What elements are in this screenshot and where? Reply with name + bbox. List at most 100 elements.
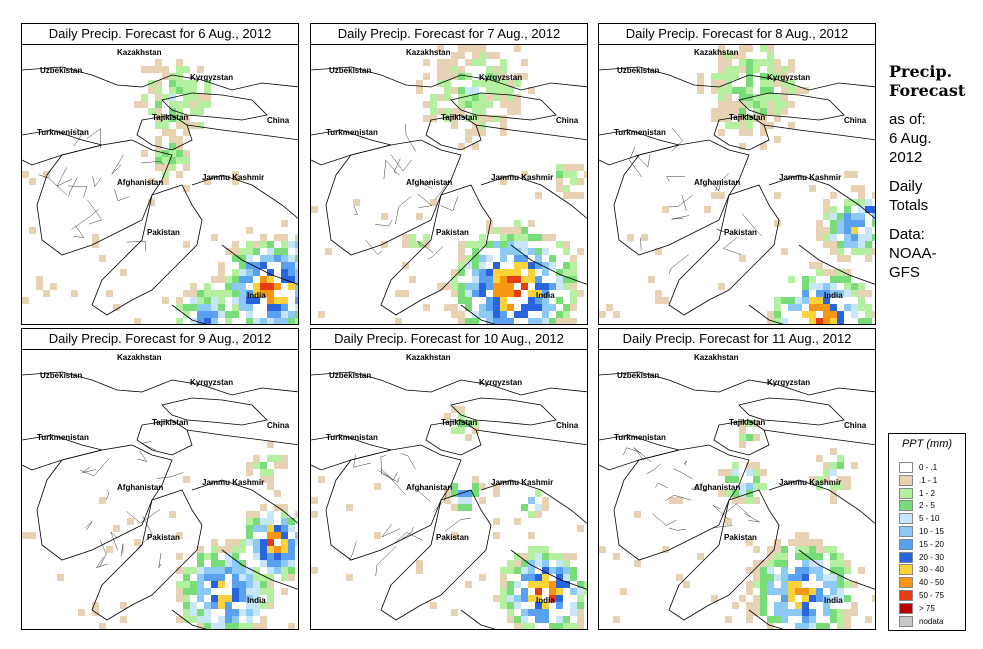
precip-cell (204, 101, 211, 108)
legend-swatch (899, 487, 913, 499)
precip-cell (746, 483, 753, 490)
map-label-turkmenistan: Turkmenistan (614, 128, 666, 137)
map-label-kazakhstan: Kazakhstan (694, 353, 739, 362)
forecast-panel-aug-11: Daily Precip. Forecast for 11 Aug., 2012… (598, 328, 876, 630)
precip-cell (858, 290, 865, 297)
precip-cell (472, 108, 479, 115)
precip-cell (507, 290, 514, 297)
province-line (73, 128, 84, 147)
precip-cell (246, 609, 253, 616)
precip-cell (528, 581, 535, 588)
precip-cell (774, 73, 781, 80)
precip-cell (577, 602, 584, 609)
precip-cell (823, 609, 830, 616)
precip-cell (760, 129, 767, 136)
precip-cell (788, 101, 795, 108)
map-label-india: India (824, 291, 843, 300)
precip-cell (232, 595, 239, 602)
precip-cell (528, 546, 535, 553)
precip-cell (486, 73, 493, 80)
precip-cell (788, 581, 795, 588)
legend-label: 50 - 75 (919, 591, 944, 600)
map-label-india: India (247, 596, 266, 605)
map-label-uzbekistan: Uzbekistan (617, 66, 659, 75)
precip-cell (556, 164, 563, 171)
precip-cell (816, 455, 823, 462)
precip-cell (472, 241, 479, 248)
precip-cell (774, 94, 781, 101)
province-line (433, 493, 447, 512)
precip-cell (267, 297, 274, 304)
precip-cell (472, 490, 479, 497)
legend-item: 2 - 5 (899, 500, 935, 512)
province-line (629, 146, 643, 178)
precip-cell (507, 269, 514, 276)
precip-cell (197, 560, 204, 567)
map-label-india: India (536, 291, 555, 300)
precip-cell (218, 546, 225, 553)
precip-cell (521, 255, 528, 262)
precip-cell (267, 469, 274, 476)
precip-cell (711, 595, 718, 602)
precip-cell (267, 269, 274, 276)
precip-cell (795, 539, 802, 546)
precip-cell (381, 241, 388, 248)
precip-cell (542, 574, 549, 581)
precip-cell (486, 115, 493, 122)
precip-cell (232, 171, 239, 178)
precip-cell (444, 497, 451, 504)
precip-cell (816, 297, 823, 304)
province-line (120, 543, 124, 557)
precip-cell (732, 602, 739, 609)
precip-cell (753, 94, 760, 101)
precip-cell (253, 455, 260, 462)
map-label-china: China (267, 116, 290, 125)
precip-cell (451, 283, 458, 290)
border-line (599, 434, 680, 471)
precip-cell (225, 283, 232, 290)
precip-cell (253, 318, 260, 324)
precip-cell (253, 595, 260, 602)
province-line (435, 179, 450, 200)
precip-cell (858, 297, 865, 304)
precip-cell (844, 567, 851, 574)
precip-cell (711, 87, 718, 94)
precip-cell (521, 59, 528, 66)
precip-cell (507, 227, 514, 234)
precip-cell (844, 227, 851, 234)
precip-cell (295, 269, 298, 276)
precip-cell (865, 248, 872, 255)
precip-cell (802, 553, 809, 560)
precip-cell (872, 220, 875, 227)
precip-cell (281, 546, 288, 553)
map-label-jammu-kashmir: Jammu Kashmir (491, 478, 553, 487)
precip-cell (183, 115, 190, 122)
precip-cell (267, 560, 274, 567)
precip-cell (542, 234, 549, 241)
precip-cell (795, 304, 802, 311)
precip-cell (500, 241, 507, 248)
precip-cell (795, 87, 802, 94)
precip-cell (267, 539, 274, 546)
precip-cell (823, 234, 830, 241)
precip-cell (458, 45, 465, 52)
precip-cell (253, 588, 260, 595)
precip-cell (218, 269, 225, 276)
precip-cell (788, 588, 795, 595)
precip-cell (500, 101, 507, 108)
precip-cell (781, 602, 788, 609)
precip-cell (563, 269, 570, 276)
precip-cell (802, 539, 809, 546)
precip-cell (514, 518, 521, 525)
precip-cell (267, 581, 274, 588)
precip-cell (577, 525, 584, 532)
precip-cell (148, 199, 155, 206)
province-line (382, 473, 400, 483)
legend-item: 15 - 20 (899, 538, 944, 550)
precip-cell (486, 80, 493, 87)
precip-cell (528, 595, 535, 602)
precip-cell (218, 311, 225, 318)
precip-cell (169, 80, 176, 87)
precip-cell (465, 262, 472, 269)
precip-cell (120, 616, 127, 623)
